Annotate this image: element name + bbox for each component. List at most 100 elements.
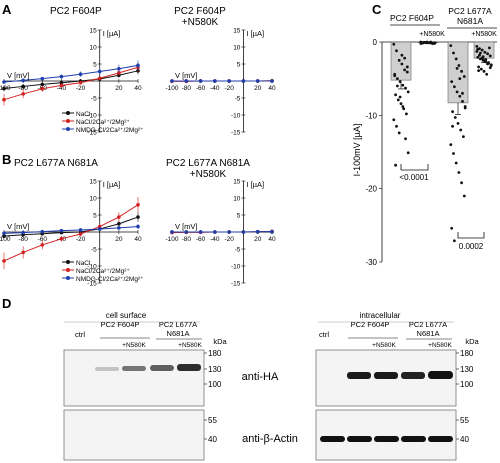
- data-point: [78, 228, 83, 232]
- d-left-group1: PC2 F604P: [101, 320, 140, 329]
- y-tick-label: -20: [365, 185, 377, 194]
- data-point: [452, 152, 455, 155]
- data-point: [483, 50, 487, 54]
- y-tick-label: -15: [87, 281, 97, 288]
- band: [177, 364, 201, 371]
- antibody-actin-label: anti-β-Actin: [242, 433, 298, 445]
- data-point: [170, 230, 174, 234]
- data-point: [484, 58, 488, 61]
- data-point: [21, 230, 25, 235]
- legend-b-nacl-ca-mg: NaCl/2Ca²⁺/2Mg²⁺: [76, 268, 130, 275]
- data-point: [481, 55, 485, 59]
- data-point: [198, 79, 203, 83]
- data-point: [59, 80, 64, 85]
- y-tick-label: -15: [87, 130, 97, 137]
- data-point: [396, 84, 399, 88]
- legend-b-nacl: NaCl: [76, 260, 91, 267]
- y-unit-label: I [µA]: [246, 29, 264, 38]
- y-tick-label: 0: [373, 38, 378, 47]
- data-point: [21, 78, 25, 83]
- x-tick-label: -100: [165, 236, 178, 243]
- y-tick-label: -5: [235, 247, 241, 254]
- data-point: [40, 243, 45, 247]
- data-point: [426, 41, 430, 45]
- data-point: [455, 67, 459, 70]
- y-unit-label: I [µA]: [246, 180, 264, 189]
- d-right-kda: kDa: [465, 337, 479, 346]
- marker-right-40: 40: [460, 435, 469, 444]
- data-point: [97, 76, 102, 81]
- data-point: [450, 80, 454, 83]
- data-point: [459, 128, 463, 132]
- y-unit-label: I [µA]: [103, 180, 121, 189]
- d-left-group2-1: PC2 L677A: [159, 320, 197, 329]
- data-point: [401, 83, 405, 87]
- data-point: [227, 230, 231, 234]
- data-point: [461, 91, 464, 95]
- data-point: [392, 118, 396, 122]
- y-tick-label: 10: [89, 45, 97, 52]
- data-point: [2, 234, 6, 238]
- band: [320, 436, 345, 442]
- y-tick-label: -30: [365, 258, 377, 267]
- c-sig-bracket-2: [457, 232, 485, 239]
- marker-left-55: 55: [208, 416, 217, 425]
- x-tick-label: -20: [76, 236, 86, 243]
- data-point: [396, 98, 400, 102]
- legend-b-nmdg: NMDG-Cl/2Ca²⁺/2Mg²⁺: [76, 276, 144, 283]
- data-point: [401, 105, 405, 108]
- data-point: [394, 93, 397, 97]
- d-right-group2-2: N681A: [417, 329, 440, 338]
- data-point: [40, 82, 45, 87]
- y-tick-label: 5: [237, 213, 241, 220]
- d-right-header: intracellular: [360, 311, 401, 320]
- data-point: [477, 65, 480, 69]
- panel-a-right-title-2: +N580K: [182, 17, 219, 28]
- panel-a-left-title: PC2 F604P: [50, 6, 102, 17]
- data-point: [485, 72, 489, 76]
- data-point: [396, 77, 399, 81]
- data-point: [404, 86, 407, 90]
- antibody-ha-label: anti-HA: [242, 371, 279, 383]
- panel-b-right-title-1: PC2 L677A N681A: [166, 158, 250, 169]
- x-tick-label: -100: [165, 85, 178, 92]
- x-tick-label: 20: [115, 85, 123, 92]
- data-point: [457, 171, 461, 174]
- data-point: [398, 80, 402, 83]
- data-point: [97, 69, 102, 74]
- legend-a-nacl-ca-mg: NaCl/2Ca²⁺/2Mg²⁺: [76, 119, 130, 126]
- y-tick-label: 5: [237, 62, 241, 69]
- data-point: [117, 222, 121, 226]
- x-tick-label: -40: [210, 85, 220, 92]
- y-tick-label: 15: [233, 28, 241, 35]
- x-unit-label: V [mV]: [175, 71, 198, 80]
- band: [122, 366, 146, 371]
- data-point: [2, 97, 6, 102]
- y-tick-label: 5: [93, 213, 97, 220]
- data-point: [419, 42, 423, 45]
- data-point: [402, 107, 406, 111]
- data-point: [399, 102, 403, 105]
- data-point: [489, 64, 493, 67]
- c-p-value-2: 0.0002: [459, 242, 484, 251]
- data-point: [2, 80, 6, 84]
- data-point: [405, 65, 409, 69]
- blot-surface-actin: [63, 409, 205, 461]
- data-point: [486, 52, 489, 56]
- x-unit-label: V [mV]: [175, 222, 198, 231]
- y-tick-label: 5: [93, 62, 97, 69]
- panel-b-left-title: PC2 L677A N681A: [14, 158, 98, 169]
- data-point: [477, 69, 480, 72]
- x-tick-label: -20: [224, 236, 234, 243]
- d-left-kda: kDa: [213, 337, 227, 346]
- c-mutant-label-2: +N580K: [471, 31, 497, 38]
- y-tick-label: -5: [235, 96, 241, 103]
- legend-a: NaCl NaCl/2Ca²⁺/2Mg²⁺ NMDG-Cl/2Ca²⁺/2Mg²…: [62, 111, 144, 134]
- data-point: [395, 49, 398, 53]
- series-line: [3, 66, 139, 101]
- x-tick-label: 20: [115, 236, 123, 243]
- data-point: [462, 75, 466, 78]
- c-group1-label: PC2 F604P: [390, 13, 434, 23]
- data-point: [479, 51, 482, 55]
